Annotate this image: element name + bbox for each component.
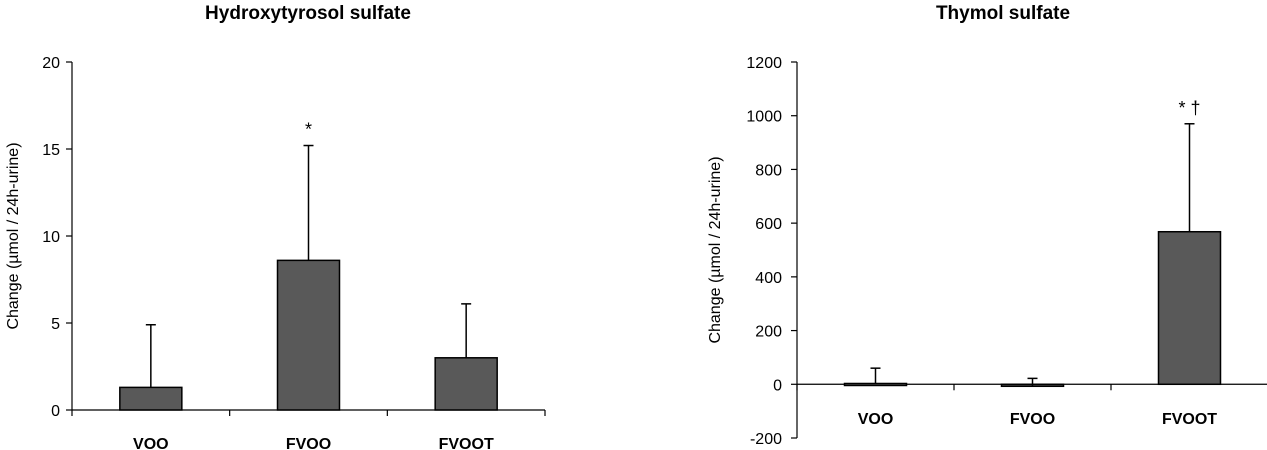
chart-1: Hydroxytyrosol sulfate Change (µmol / 24h… <box>5 3 546 450</box>
x-tick-label: FVOO <box>1010 411 1055 428</box>
bar-fvoo <box>276 259 341 411</box>
y-tick-label: 600 <box>755 216 782 233</box>
y-axis-label: Change (µmol / 24h-urine) <box>707 156 724 343</box>
significance-annotation: * † <box>1178 98 1200 118</box>
chart-title: Hydroxytyrosol sulfate <box>205 3 411 24</box>
y-tick-label: 5 <box>51 316 60 333</box>
y-tick-label: 800 <box>755 162 782 179</box>
y-tick-label: 10 <box>42 229 60 246</box>
y-tick-label: 400 <box>755 270 782 287</box>
bar-fvoot <box>434 357 498 411</box>
bar-voo <box>843 382 908 387</box>
x-tick-label: VOO <box>858 411 894 428</box>
x-tick-label: VOO <box>133 436 169 450</box>
y-axis-label: Change (µmol / 24h-urine) <box>5 142 22 329</box>
y-tick-label: 0 <box>773 377 782 394</box>
y-tick-label: 0 <box>51 403 60 420</box>
x-tick-label: FVOO <box>286 436 331 450</box>
chart-title: Thymol sulfate <box>936 3 1070 24</box>
chart-2: Thymol sulfate Change (µmol / 24h-urine) -… <box>707 3 1267 448</box>
x-tick-label: FVOOT <box>1162 411 1217 428</box>
bar-voo <box>119 386 183 411</box>
y-tick-label: 200 <box>755 324 782 341</box>
bar-fvoot <box>1157 230 1222 386</box>
y-tick-label: 1000 <box>746 109 782 126</box>
y-tick-label: 20 <box>42 55 60 72</box>
significance-annotation: * <box>305 120 312 140</box>
y-tick-label: -200 <box>750 431 782 448</box>
y-tick-label: 15 <box>42 142 60 159</box>
y-tick-label: 1200 <box>746 55 782 72</box>
x-tick-label: FVOOT <box>439 436 494 450</box>
